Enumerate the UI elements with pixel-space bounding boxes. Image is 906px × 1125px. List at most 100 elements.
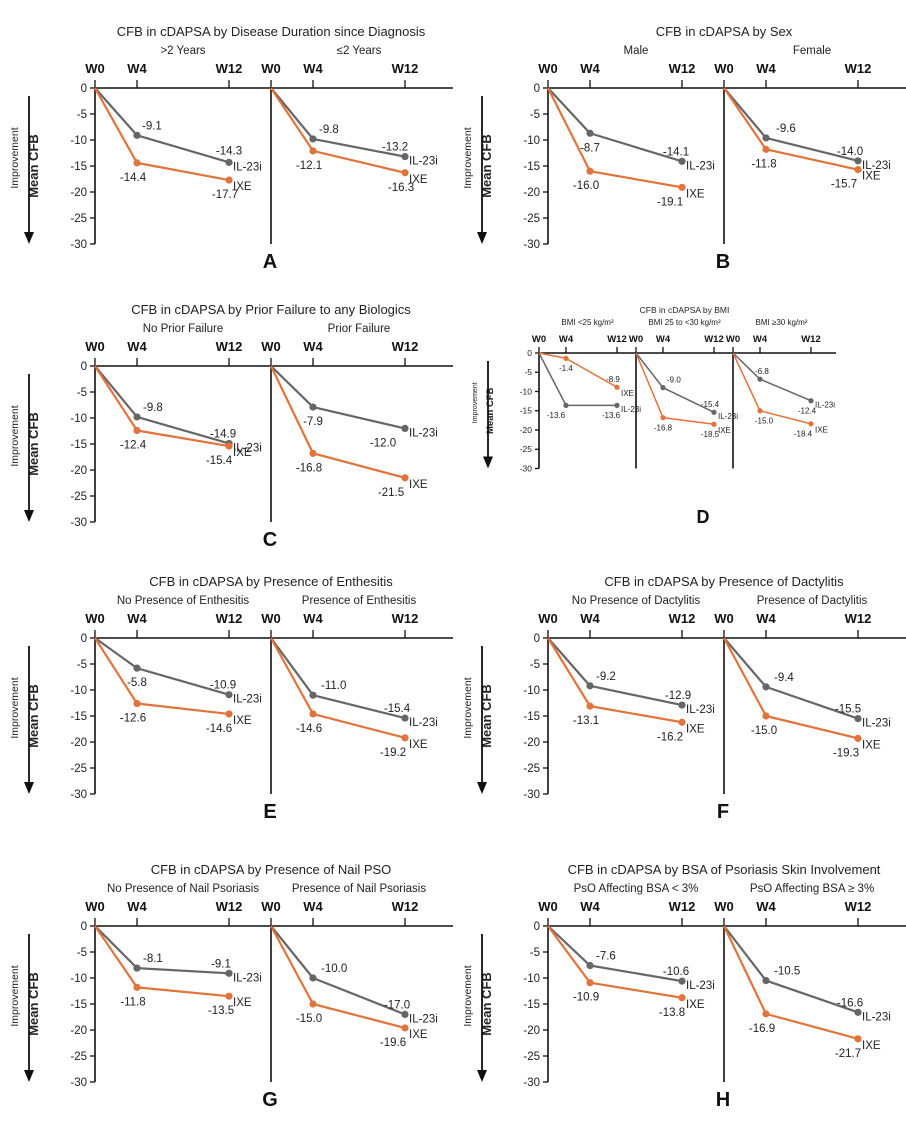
y-tick-label: -25	[70, 213, 87, 225]
data-label-ixe: -15.0	[751, 725, 777, 737]
data-label-il: -9.6	[776, 123, 796, 135]
x-tick-label: W0	[532, 334, 546, 345]
x-tick-label: W4	[303, 899, 323, 914]
x-tick-label: W12	[845, 61, 872, 76]
data-label-il: -14.9	[210, 429, 236, 441]
data-point-ixe	[854, 1035, 862, 1043]
y-tick-label: -30	[70, 789, 87, 801]
data-label-il: -15.5	[835, 704, 861, 716]
series-line-ixe	[94, 87, 230, 182]
data-point-il	[225, 158, 233, 166]
panel-svg-e: CFB in cDAPSA by Presence of Enthesitis 0…	[9, 574, 453, 823]
series-name-ixe: IXE	[718, 426, 731, 435]
series-name-il: IL-23i	[233, 694, 262, 706]
x-tick-label: W12	[392, 339, 419, 354]
improvement-label: Improvement	[9, 677, 21, 738]
data-label-il: -9.1	[211, 958, 231, 970]
panel-svg-b: CFB in cDAPSA by Sex0-5-10-15-20-25-30Me…	[462, 24, 906, 273]
series-name-il: IL-23i	[233, 443, 262, 455]
y-tick-label: -15	[523, 161, 540, 173]
panel-svg-d: CFB in cDAPSA by BMI 0 -5 -10 -15 -20 -25 -30 Me…	[472, 305, 836, 527]
y-tick-label: -10	[70, 973, 87, 985]
data-label-ixe: -17.7	[212, 189, 238, 201]
y-tick-label: -5	[524, 367, 532, 377]
data-point-ixe	[133, 983, 141, 991]
data-label-ixe: -11.8	[751, 158, 776, 170]
x-tick-label: W0	[85, 61, 105, 76]
y-tick-label: -25	[523, 213, 540, 225]
data-label-il: -17.0	[384, 999, 410, 1011]
series-name-il: IL-23i	[718, 412, 738, 421]
subgroup-label: No Presence of Dactylitis	[572, 595, 701, 607]
y-tick-label: 0	[81, 361, 87, 373]
data-point-il	[309, 403, 317, 411]
subgroup-label: PsO Affecting BSA ≥ 3%	[750, 883, 874, 895]
data-point-ixe	[586, 979, 594, 987]
x-tick-label: W0	[538, 611, 558, 626]
y-tick-label: 0	[81, 633, 87, 645]
data-label-ixe: -12.6	[120, 713, 146, 725]
series-name-ixe: IXE	[409, 174, 428, 186]
panel-c: CFB in cDAPSA by Prior Failure to any Bi…	[0, 278, 453, 551]
panel-letter: F	[717, 801, 729, 823]
data-label-il: -8.7	[580, 142, 600, 154]
data-label-il: -13.6	[602, 411, 621, 420]
x-tick-label: W4	[127, 899, 147, 914]
x-tick-label: W4	[303, 611, 323, 626]
y-tick-label: -20	[70, 187, 87, 199]
x-tick-label: W0	[629, 334, 643, 345]
y-tick-label: -10	[523, 973, 540, 985]
panel-f: CFB in cDAPSA by Presence of Dactylitis 0…	[453, 550, 906, 823]
y-tick-label: -25	[70, 763, 87, 775]
x-tick-label: W4	[756, 61, 776, 76]
data-point-ixe	[854, 734, 862, 742]
series-name-ixe: IXE	[233, 715, 252, 727]
y-tick-label: -20	[70, 465, 87, 477]
data-point-ixe	[133, 699, 141, 708]
data-point-il	[586, 129, 594, 137]
panel-letter: C	[263, 529, 277, 551]
improvement-label: Improvement	[9, 965, 21, 1026]
y-tick-label: -30	[520, 463, 533, 473]
data-point-il	[401, 1010, 409, 1018]
series-name-il: IL-23i	[862, 718, 891, 730]
data-label-ixe: -16.9	[749, 1023, 775, 1035]
y-tick-label: -15	[70, 439, 87, 451]
data-point-il	[854, 157, 862, 165]
data-label-ixe: -16.8	[296, 462, 322, 474]
panel-svg-a: CFB in cDAPSA by Disease Duration since …	[9, 24, 453, 273]
x-tick-label: W0	[714, 61, 734, 76]
y-tick-label: 0	[534, 633, 540, 645]
series-name-ixe: IXE	[409, 1029, 428, 1041]
y-tick-label: -25	[70, 1051, 87, 1063]
y-tick-label: -10	[523, 685, 540, 697]
subgroup-label: BMI ≥30 kg/m²	[756, 318, 808, 327]
improvement-label: Improvement	[472, 382, 479, 423]
x-tick-label: W4	[580, 611, 600, 626]
data-label-ixe: -8.9	[606, 375, 620, 384]
data-point-ixe	[854, 166, 862, 174]
series-name-il: IL-23i	[409, 156, 438, 168]
data-point-il	[133, 131, 141, 139]
y-tick-label: -30	[70, 239, 87, 251]
y-tick-label: -20	[523, 187, 540, 199]
y-tick-label: -20	[70, 737, 87, 749]
panel-letter: B	[716, 251, 730, 273]
subgroup-label: Presence of Nail Psoriasis	[292, 883, 426, 895]
y-tick-label: 0	[534, 83, 540, 95]
data-point-ixe	[614, 384, 620, 390]
improvement-arrow-head	[24, 232, 34, 244]
data-point-ixe	[678, 994, 686, 1002]
data-point-il	[225, 969, 233, 977]
data-point-ixe	[309, 1000, 317, 1008]
data-point-il	[309, 974, 317, 982]
data-point-il	[762, 683, 770, 691]
data-label-il: -16.6	[837, 997, 863, 1009]
series-line-ixe	[723, 925, 859, 1040]
y-tick-label: -10	[70, 413, 87, 425]
series-line-ixe	[547, 87, 683, 189]
subgroup-label: >2 Years	[160, 45, 205, 57]
data-label-ixe: -16.8	[654, 423, 673, 432]
x-tick-label: W12	[845, 611, 872, 626]
x-tick-label: W12	[607, 334, 627, 345]
